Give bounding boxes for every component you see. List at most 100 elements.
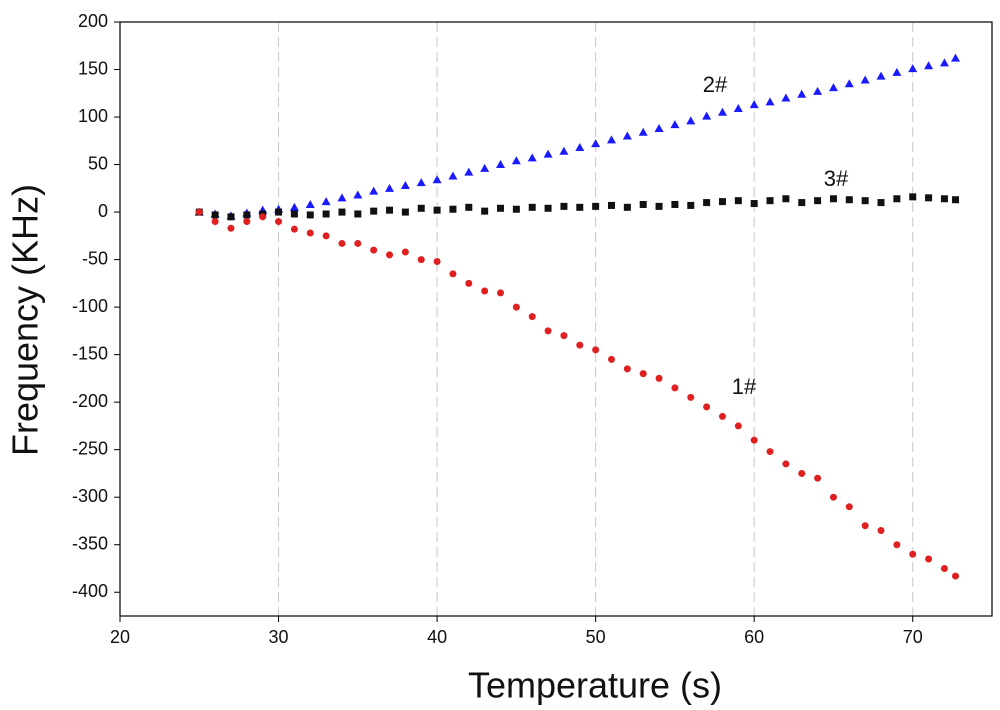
point <box>433 206 441 214</box>
point <box>465 279 473 287</box>
y-tick-label: -50 <box>82 248 108 268</box>
y-tick-label: 150 <box>78 58 108 78</box>
point <box>638 127 648 136</box>
point <box>354 239 362 247</box>
point <box>734 422 742 430</box>
x-tick-label: 60 <box>744 627 764 647</box>
point <box>655 374 663 382</box>
point <box>861 197 869 205</box>
point <box>432 175 442 184</box>
point <box>718 198 726 206</box>
point <box>940 564 948 572</box>
y-tick-label: -100 <box>72 296 108 316</box>
point <box>306 211 314 219</box>
point <box>386 206 394 214</box>
point <box>259 213 267 221</box>
point <box>497 204 505 212</box>
point <box>671 384 679 392</box>
point <box>606 135 616 144</box>
point <box>655 202 663 210</box>
series-label: 3# <box>824 166 849 191</box>
point <box>544 204 552 212</box>
point <box>385 183 395 192</box>
point <box>227 213 235 221</box>
point <box>448 171 458 180</box>
point <box>908 64 918 73</box>
point <box>275 218 283 226</box>
point <box>369 186 379 195</box>
point <box>781 93 791 102</box>
point <box>481 207 489 215</box>
point <box>829 195 837 203</box>
point <box>909 193 917 201</box>
point <box>909 550 917 558</box>
y-tick-label: -250 <box>72 438 108 458</box>
point <box>671 200 679 208</box>
point <box>401 248 409 256</box>
point <box>702 111 712 120</box>
x-tick-label: 40 <box>427 627 447 647</box>
point <box>400 180 410 189</box>
point <box>733 103 743 112</box>
point <box>592 202 600 210</box>
point <box>449 205 457 213</box>
point <box>559 146 569 155</box>
point <box>717 107 727 116</box>
point <box>687 393 695 401</box>
point <box>401 208 409 216</box>
point <box>321 197 331 206</box>
point <box>560 332 568 340</box>
point <box>813 86 823 95</box>
point <box>575 142 585 151</box>
point <box>370 246 378 254</box>
plot-frame <box>119 21 993 617</box>
point <box>290 210 298 218</box>
point <box>623 365 631 373</box>
point <box>860 75 870 84</box>
point <box>939 58 949 67</box>
point <box>861 522 869 530</box>
point <box>782 460 790 468</box>
point <box>512 303 520 311</box>
point <box>576 203 584 211</box>
point <box>591 139 601 148</box>
point <box>750 436 758 444</box>
x-axis-label: Temperature (s) <box>468 665 722 706</box>
point <box>322 232 330 240</box>
point <box>639 200 647 208</box>
y-tick-label: 200 <box>78 11 108 31</box>
point <box>814 474 822 482</box>
point <box>211 211 219 219</box>
point <box>511 156 521 165</box>
point <box>480 163 490 172</box>
series-label: 1# <box>732 374 757 399</box>
point <box>925 555 933 563</box>
y-axis-label: Frequency (KHz) <box>5 184 46 456</box>
point <box>845 196 853 204</box>
point <box>622 131 632 140</box>
point <box>544 327 552 335</box>
point <box>892 67 902 76</box>
point <box>227 224 235 232</box>
y-tick-label: -350 <box>72 533 108 553</box>
x-tick-label: 50 <box>586 627 606 647</box>
point <box>654 123 664 132</box>
point <box>814 197 822 205</box>
point <box>623 203 631 211</box>
point <box>893 541 901 549</box>
point <box>305 199 315 208</box>
point <box>543 149 553 158</box>
point <box>782 195 790 203</box>
point <box>464 167 474 176</box>
point <box>687 201 695 209</box>
point <box>497 289 505 297</box>
point <box>338 208 346 216</box>
point <box>386 251 394 259</box>
y-tick-label: -200 <box>72 391 108 411</box>
y-tick-label: 0 <box>98 201 108 221</box>
point <box>766 197 774 205</box>
point <box>924 61 934 70</box>
point <box>560 202 568 210</box>
point <box>465 203 473 211</box>
point <box>797 89 807 98</box>
